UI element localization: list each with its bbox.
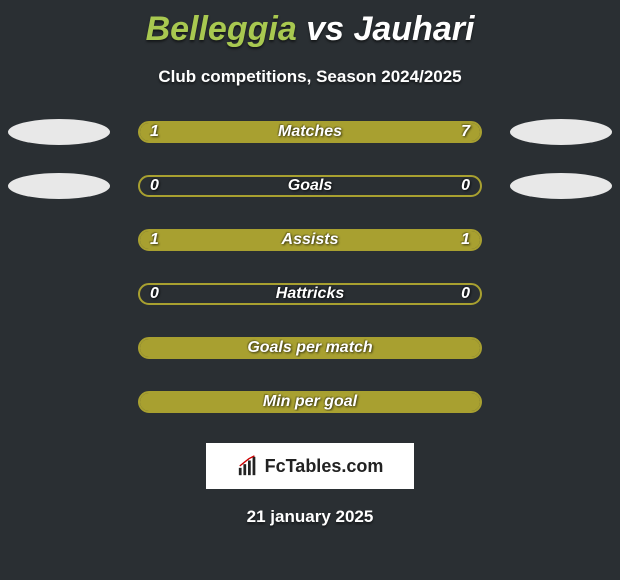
bar-fill-player1 [140,123,183,141]
stat-bar: Min per goal [138,391,482,413]
player1-name: Belleggia [146,10,297,48]
title-vs: vs [297,10,354,48]
stat-row: 1 7 Matches [0,119,620,145]
stat-value-player1: 0 [150,285,159,303]
stat-label: Assists [282,231,339,249]
stat-bar: 0 0 Hattricks [138,283,482,305]
subtitle: Club competitions, Season 2024/2025 [0,67,620,87]
player2-name: Jauhari [353,10,474,48]
stat-bar: 1 1 Assists [138,229,482,251]
stat-bar: 0 0 Goals [138,175,482,197]
fctables-logo-icon [237,455,259,477]
stat-label: Min per goal [263,393,357,411]
stat-value-player2: 7 [461,123,470,141]
page-title: Belleggia vs Jauhari [0,0,620,49]
stat-label: Goals per match [247,339,372,357]
stat-value-player2: 0 [461,285,470,303]
stat-row: Min per goal [0,389,620,415]
stat-value-player1: 0 [150,177,159,195]
stat-label: Goals [288,177,332,195]
stat-bar: Goals per match [138,337,482,359]
stat-label: Matches [278,123,342,141]
stat-label: Hattricks [276,285,344,303]
stat-value-player1: 1 [150,231,159,249]
stat-row: 0 0 Hattricks [0,281,620,307]
branding-badge: FcTables.com [206,443,414,489]
stat-value-player2: 0 [461,177,470,195]
player1-oval [8,119,110,145]
footer-date: 21 january 2025 [0,507,620,527]
stat-row: Goals per match [0,335,620,361]
stat-value-player1: 1 [150,123,159,141]
stat-row: 1 1 Assists [0,227,620,253]
player2-oval [510,173,612,199]
player1-oval [8,173,110,199]
stats-chart: 1 7 Matches 0 0 Goals 1 1 Assists 0 0 Hattricks Goal… [0,119,620,415]
player2-oval [510,119,612,145]
stat-value-player2: 1 [461,231,470,249]
stat-bar: 1 7 Matches [138,121,482,143]
branding-text: FcTables.com [265,456,384,477]
stat-row: 0 0 Goals [0,173,620,199]
